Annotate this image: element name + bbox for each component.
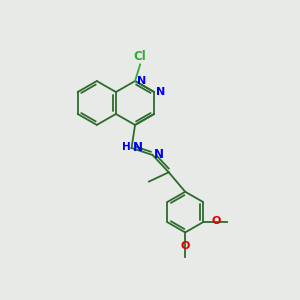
Text: H: H xyxy=(122,142,131,152)
Text: O: O xyxy=(181,241,190,250)
Text: O: O xyxy=(211,216,220,226)
Text: N: N xyxy=(133,141,143,154)
Text: N: N xyxy=(154,148,164,160)
Text: Cl: Cl xyxy=(134,50,146,63)
Text: N: N xyxy=(137,76,146,85)
Text: N: N xyxy=(156,88,165,98)
